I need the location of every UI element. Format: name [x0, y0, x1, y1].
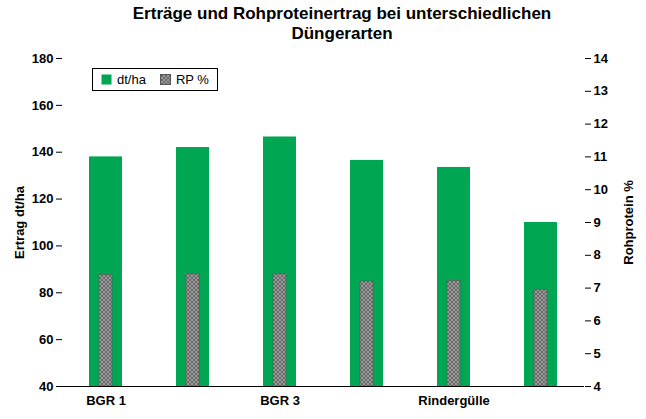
html-text:Erträge und Rohproteinertrag b: Erträge und Rohproteinertrag bei untersc… — [132, 4, 552, 43]
svg-text:160: 160 — [32, 98, 54, 113]
svg-text:12: 12 — [594, 116, 608, 131]
svg-text:BGR 3: BGR 3 — [260, 393, 300, 408]
svg-text:11: 11 — [594, 149, 608, 164]
svg-text:8: 8 — [594, 247, 601, 262]
svg-text:40: 40 — [39, 379, 53, 394]
svg-text:140: 140 — [32, 144, 54, 159]
html-text:RP %: RP % — [175, 72, 209, 87]
svg-text:Ertrag dt/ha: Ertrag dt/ha — [12, 185, 27, 259]
svg-text:9: 9 — [594, 215, 601, 230]
svg-text:120: 120 — [32, 191, 54, 206]
svg-text:14: 14 — [594, 51, 609, 66]
svg-text:13: 13 — [594, 83, 608, 98]
svg-text:10: 10 — [594, 182, 608, 197]
svg-text:6: 6 — [594, 313, 601, 328]
svg-text:BGR 1: BGR 1 — [86, 393, 126, 408]
svg-text:Rindergülle: Rindergülle — [418, 393, 490, 408]
html-text:dt/ha: dt/ha — [117, 72, 146, 87]
svg-text:60: 60 — [39, 332, 53, 347]
svg-text:Rohprotein %: Rohprotein % — [621, 180, 636, 265]
svg-text:100: 100 — [32, 238, 54, 253]
svg-text:80: 80 — [39, 285, 53, 300]
svg-text:4: 4 — [594, 379, 602, 394]
svg-text:7: 7 — [594, 280, 601, 295]
svg-text:5: 5 — [594, 346, 601, 361]
svg-text:180: 180 — [32, 51, 54, 66]
